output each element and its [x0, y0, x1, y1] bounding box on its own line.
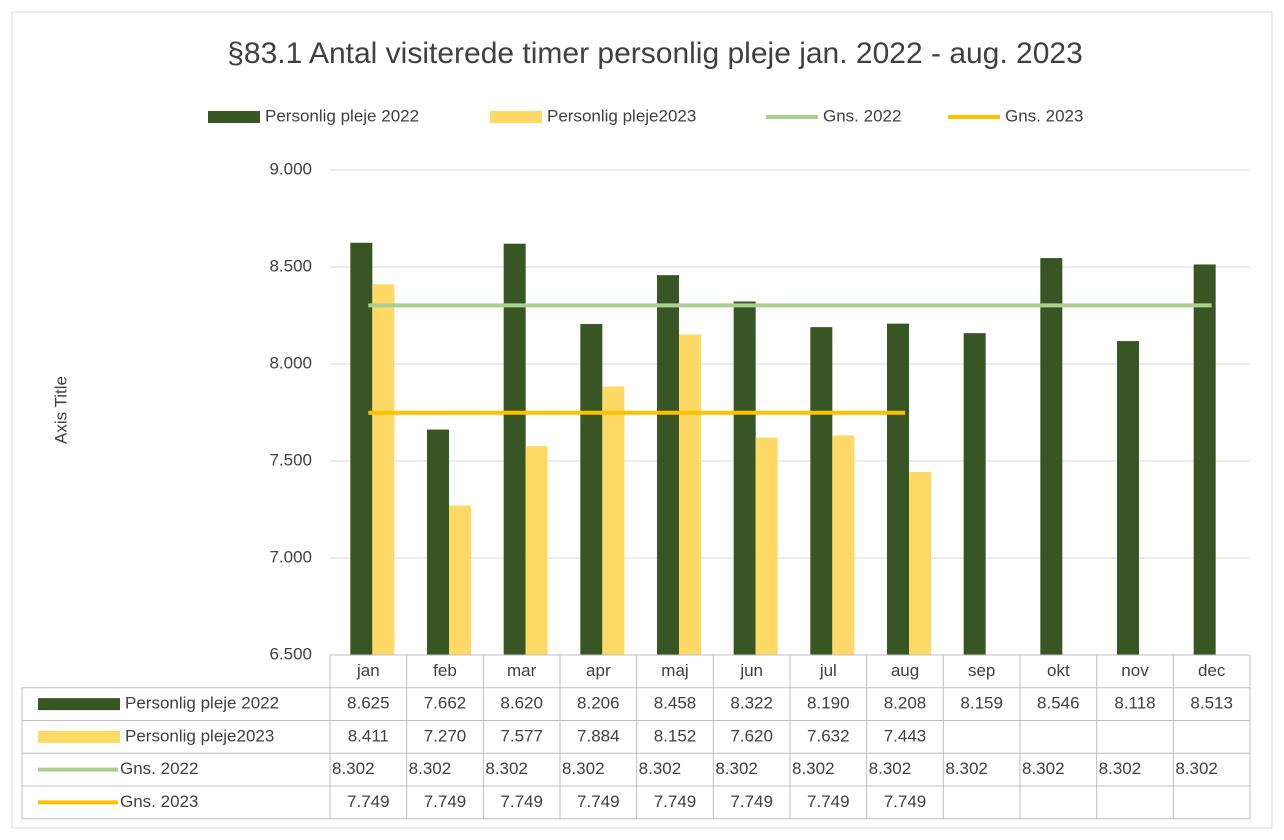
y-axis-title: Axis Title — [51, 376, 70, 444]
table-cell: 8.208 — [884, 694, 927, 713]
x-tick-label: maj — [661, 661, 688, 680]
legend-label: Personlig pleje2023 — [547, 106, 696, 125]
table-cell: 8.152 — [654, 726, 697, 745]
table-cell: 7.749 — [347, 792, 390, 811]
x-tick-label: nov — [1121, 661, 1149, 680]
table-cell: 8.458 — [654, 694, 697, 713]
table-cell: 7.884 — [577, 726, 620, 745]
x-tick-label: jun — [739, 661, 763, 680]
x-tick-label: okt — [1047, 661, 1070, 680]
table-cell: 8.302 — [332, 759, 375, 778]
bar — [657, 275, 679, 655]
bar — [427, 429, 449, 655]
bar — [525, 446, 548, 655]
table-cell: 8.513 — [1190, 694, 1233, 713]
table-cell: 7.749 — [654, 792, 697, 811]
table-cell: 8.159 — [960, 694, 1003, 713]
table-cell: 8.302 — [715, 759, 758, 778]
table-cell: 8.302 — [945, 759, 988, 778]
bar — [1040, 258, 1063, 655]
bar — [832, 435, 855, 655]
bar — [350, 242, 373, 655]
table-cell: 7.749 — [500, 792, 543, 811]
table-cell: 8.302 — [409, 759, 452, 778]
x-tick-label: feb — [433, 661, 457, 680]
table-row-header: Gns. 2022 — [120, 759, 198, 778]
bar — [449, 505, 471, 655]
legend-label: Gns. 2023 — [1005, 106, 1083, 125]
bar — [503, 243, 526, 655]
table-cell: 8.546 — [1037, 694, 1080, 713]
table-cell: 7.632 — [807, 726, 850, 745]
table-cell: 8.411 — [348, 726, 389, 745]
legend-key — [490, 111, 542, 123]
table-cell: 8.190 — [807, 694, 850, 713]
table-cell: 7.620 — [730, 726, 773, 745]
bar — [1117, 341, 1139, 655]
bar — [1193, 264, 1216, 655]
table-cell: 7.749 — [424, 792, 467, 811]
y-tick-label: 8.500 — [269, 256, 312, 275]
table-cell: 8.302 — [792, 759, 835, 778]
table-cell: 7.749 — [884, 792, 927, 811]
x-tick-label: jan — [356, 661, 380, 680]
table-cell: 7.662 — [424, 694, 467, 713]
table-cell: 8.302 — [562, 759, 605, 778]
bar — [755, 437, 778, 655]
table-cell: 7.749 — [807, 792, 850, 811]
table-legend-key — [38, 730, 120, 743]
chart-title: §83.1 Antal visiterede timer personlig p… — [227, 37, 1083, 70]
table-cell: 7.270 — [424, 726, 467, 745]
bar — [963, 333, 986, 655]
y-tick-label: 6.500 — [269, 644, 312, 663]
table-cell: 8.302 — [1022, 759, 1065, 778]
table-cell: 8.302 — [1099, 759, 1142, 778]
x-tick-label: apr — [586, 661, 611, 680]
table-cell: 8.118 — [1114, 694, 1155, 713]
table-row-header: Personlig pleje2023 — [125, 726, 274, 745]
table-cell: 7.749 — [730, 792, 773, 811]
table-cell: 7.749 — [577, 792, 620, 811]
table-cell: 8.302 — [485, 759, 528, 778]
y-tick-label: 7.000 — [269, 547, 312, 566]
bar — [679, 334, 701, 655]
table-legend-key — [38, 698, 120, 711]
table-cell: 8.620 — [500, 694, 543, 713]
x-tick-label: aug — [891, 661, 919, 680]
y-tick-label: 8.000 — [269, 353, 312, 372]
table-cell: 7.577 — [500, 726, 543, 745]
y-tick-label: 7.500 — [269, 450, 312, 469]
table-row-header: Gns. 2023 — [120, 792, 198, 811]
legend-label: Gns. 2022 — [823, 106, 901, 125]
x-tick-label: jul — [819, 661, 837, 680]
table-cell: 8.322 — [730, 694, 773, 713]
table-cell: 8.302 — [1175, 759, 1218, 778]
bar — [580, 324, 603, 655]
bar — [372, 284, 395, 655]
table-cell: 8.206 — [577, 694, 620, 713]
bar — [602, 386, 625, 655]
bar — [909, 472, 931, 655]
table-row-header: Personlig pleje 2022 — [125, 694, 279, 713]
bar — [733, 301, 756, 655]
y-tick-label: 9.000 — [269, 159, 312, 178]
table-cell: 8.302 — [869, 759, 912, 778]
x-tick-label: dec — [1198, 661, 1226, 680]
bar — [810, 327, 833, 655]
table-cell: 8.302 — [639, 759, 682, 778]
legend-key — [208, 111, 260, 123]
legend-label: Personlig pleje 2022 — [265, 106, 419, 125]
x-tick-label: sep — [968, 661, 995, 680]
table-cell: 8.625 — [347, 694, 390, 713]
x-tick-label: mar — [507, 661, 537, 680]
bar — [887, 323, 909, 655]
table-cell: 7.443 — [884, 726, 927, 745]
